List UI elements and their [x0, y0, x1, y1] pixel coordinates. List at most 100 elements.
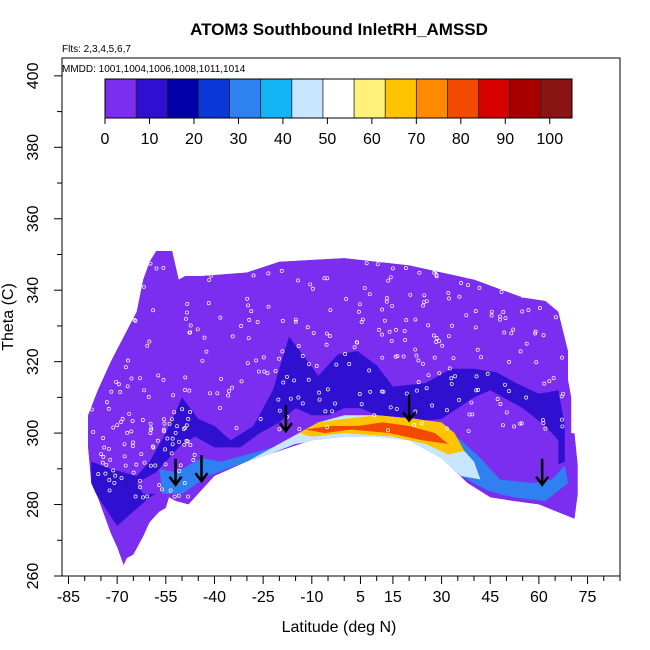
sample-marker	[404, 318, 409, 323]
sample-marker	[469, 400, 474, 405]
sample-marker	[230, 334, 235, 339]
sample-marker	[218, 405, 223, 410]
sample-marker	[148, 463, 153, 468]
sample-marker	[401, 354, 406, 359]
x-tick-label: 45	[481, 589, 499, 606]
colorbar-swatch	[322, 79, 355, 118]
sample-marker	[437, 339, 442, 344]
sample-marker	[526, 286, 531, 291]
sample-marker	[471, 257, 476, 262]
sample-marker	[215, 391, 220, 396]
sample-marker	[138, 478, 142, 483]
sample-marker	[107, 488, 112, 493]
sample-marker	[218, 315, 223, 320]
sample-marker	[141, 284, 146, 289]
sample-marker	[416, 358, 421, 363]
colorbar-border	[104, 78, 573, 119]
sample-marker	[178, 463, 183, 468]
sample-marker	[281, 380, 286, 385]
sample-marker	[185, 439, 190, 444]
sample-marker	[273, 369, 278, 374]
sample-marker	[173, 430, 178, 435]
sample-marker	[108, 457, 113, 462]
sample-marker	[142, 388, 147, 393]
sample-marker	[138, 376, 143, 381]
y-tick-label: 300	[25, 420, 42, 447]
down-arrow-icon	[194, 455, 209, 484]
sample-marker	[104, 400, 109, 405]
sample-marker	[255, 320, 260, 325]
sample-marker	[501, 310, 506, 314]
sample-marker	[327, 334, 332, 338]
sample-marker	[474, 388, 479, 393]
sample-marker	[106, 446, 111, 451]
sample-marker	[380, 332, 384, 337]
sample-marker	[417, 270, 422, 275]
sample-marker	[437, 371, 442, 376]
sample-marker	[180, 407, 185, 412]
sample-marker	[234, 266, 239, 271]
colorbar-swatch	[136, 79, 168, 118]
sample-marker	[413, 347, 418, 352]
sample-marker	[288, 396, 293, 401]
sample-marker	[247, 317, 252, 322]
sample-marker	[540, 418, 545, 423]
sample-marker	[280, 349, 285, 354]
sample-marker	[367, 368, 372, 373]
sample-marker	[167, 421, 172, 426]
sample-marker	[139, 452, 144, 457]
sample-marker	[178, 258, 183, 263]
sample-marker	[420, 361, 425, 366]
sample-marker	[459, 281, 464, 285]
sample-marker	[186, 417, 191, 421]
sample-marker	[524, 341, 529, 346]
sample-marker	[323, 409, 328, 414]
sample-marker	[368, 389, 373, 394]
sample-marker	[359, 319, 364, 324]
sample-marker	[177, 439, 181, 444]
colorbar-swatch	[478, 79, 511, 118]
colorbar-swatch	[447, 79, 480, 118]
sample-marker	[160, 487, 164, 492]
sample-marker	[394, 406, 399, 411]
colorbar-tick-label: 50	[318, 131, 336, 148]
sample-marker	[187, 388, 192, 393]
sample-marker	[162, 421, 167, 426]
colorbar-tick-label: 30	[230, 131, 248, 148]
sample-marker	[124, 293, 129, 298]
sample-marker	[499, 285, 504, 290]
sample-marker	[90, 268, 95, 272]
x-tick-label: 60	[530, 589, 548, 606]
sample-marker	[161, 265, 166, 270]
sample-marker	[534, 360, 539, 365]
sample-marker	[146, 394, 151, 399]
sample-marker	[114, 293, 118, 298]
sample-marker	[453, 374, 457, 379]
sample-marker	[145, 494, 150, 499]
sample-marker	[440, 343, 445, 348]
sample-marker	[504, 410, 509, 415]
sample-marker	[208, 391, 212, 396]
sample-marker	[520, 309, 525, 314]
sample-marker	[89, 266, 94, 271]
sample-marker	[502, 330, 507, 335]
sample-marker	[277, 356, 282, 361]
sample-marker	[293, 317, 298, 322]
sample-marker	[542, 381, 547, 386]
sample-marker	[372, 413, 377, 418]
sample-marker	[254, 358, 258, 363]
sample-marker	[161, 417, 166, 422]
sample-marker	[305, 325, 310, 330]
sample-marker	[185, 310, 189, 315]
sample-marker	[119, 476, 124, 481]
y-axis: 260 280 300 320 340 360 380 400	[25, 62, 62, 589]
sample-marker	[142, 460, 147, 465]
sample-marker	[414, 353, 419, 358]
sample-marker	[168, 488, 173, 493]
sample-marker	[454, 262, 459, 267]
sample-marker	[102, 280, 107, 285]
colorbar-tick-label: 10	[141, 131, 159, 148]
sample-marker	[367, 292, 372, 297]
y-tick-label: 260	[25, 563, 42, 590]
sample-marker	[521, 268, 526, 273]
